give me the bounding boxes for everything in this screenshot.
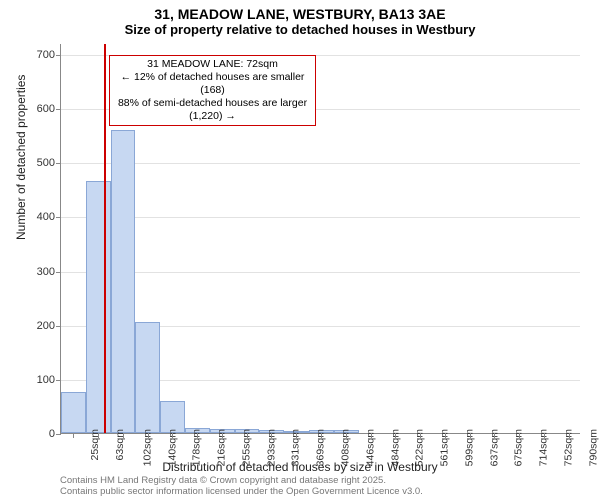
histogram-bar xyxy=(86,181,111,433)
x-tick-mark xyxy=(544,433,545,438)
x-tick-mark xyxy=(271,433,272,438)
x-tick-mark xyxy=(222,433,223,438)
y-tick-label: 400 xyxy=(25,211,55,223)
page-title: 31, MEADOW LANE, WESTBURY, BA13 3AE xyxy=(0,6,600,22)
callout-box: 31 MEADOW LANE: 72sqm← 12% of detached h… xyxy=(109,55,316,127)
marker-line xyxy=(104,44,106,433)
y-tick-mark xyxy=(56,163,61,164)
x-tick-mark xyxy=(569,433,570,438)
page-subtitle: Size of property relative to detached ho… xyxy=(0,22,600,37)
x-tick-mark xyxy=(371,433,372,438)
x-tick-mark xyxy=(296,433,297,438)
y-tick-mark xyxy=(56,217,61,218)
y-tick-mark xyxy=(56,380,61,381)
x-tick-mark xyxy=(247,433,248,438)
x-axis-label: Distribution of detached houses by size … xyxy=(0,460,600,474)
x-tick-mark xyxy=(445,433,446,438)
x-tick-mark xyxy=(172,433,173,438)
y-tick-mark xyxy=(56,272,61,273)
footer-attribution: Contains HM Land Registry data © Crown c… xyxy=(60,476,423,498)
y-tick-label: 0 xyxy=(25,428,55,440)
grid-line xyxy=(61,217,580,218)
x-tick-label: 25sqm xyxy=(89,429,101,461)
grid-line xyxy=(61,272,580,273)
x-tick-mark xyxy=(395,433,396,438)
y-tick-mark xyxy=(56,55,61,56)
y-tick-label: 300 xyxy=(25,266,55,278)
histogram-bar xyxy=(111,130,136,433)
y-tick-label: 100 xyxy=(25,374,55,386)
callout-line: ← 12% of detached houses are smaller (16… xyxy=(116,71,309,97)
plot-area: 010020030040050060070025sqm63sqm102sqm14… xyxy=(60,44,580,434)
x-tick-mark xyxy=(470,433,471,438)
x-tick-mark xyxy=(321,433,322,438)
x-tick-mark xyxy=(98,433,99,438)
x-tick-mark xyxy=(346,433,347,438)
chart: 010020030040050060070025sqm63sqm102sqm14… xyxy=(60,44,580,434)
y-tick-label: 600 xyxy=(25,103,55,115)
callout-line: 31 MEADOW LANE: 72sqm xyxy=(116,58,309,71)
y-tick-mark xyxy=(56,434,61,435)
x-tick-mark xyxy=(420,433,421,438)
callout-line: 88% of semi-detached houses are larger (… xyxy=(116,97,309,123)
y-tick-label: 700 xyxy=(25,49,55,61)
y-tick-label: 200 xyxy=(25,320,55,332)
footer-line: Contains public sector information licen… xyxy=(60,487,423,498)
x-tick-mark xyxy=(519,433,520,438)
x-tick-mark xyxy=(197,433,198,438)
histogram-bar xyxy=(61,392,86,433)
x-tick-mark xyxy=(494,433,495,438)
x-tick-mark xyxy=(148,433,149,438)
grid-line xyxy=(61,163,580,164)
y-tick-label: 500 xyxy=(25,157,55,169)
x-tick-mark xyxy=(123,433,124,438)
y-tick-mark xyxy=(56,109,61,110)
x-tick-mark xyxy=(73,433,74,438)
histogram-bar xyxy=(135,322,160,433)
y-tick-mark xyxy=(56,326,61,327)
